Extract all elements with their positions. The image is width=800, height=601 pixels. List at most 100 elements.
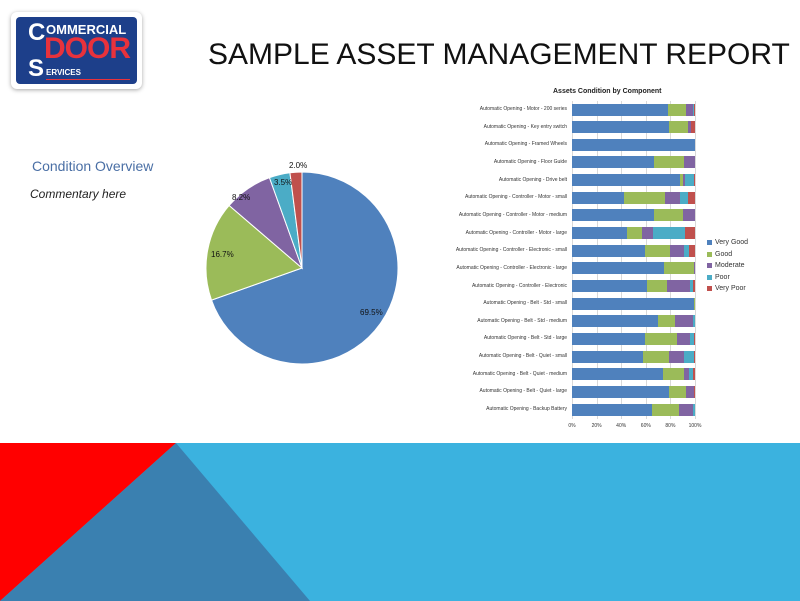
bar-row (572, 368, 695, 381)
bar-segment-moderate (682, 174, 686, 187)
bar-segment-very-good (572, 332, 645, 345)
bar-row (572, 138, 695, 151)
bar-segment-moderate (675, 315, 693, 328)
legend-label: Good (715, 250, 733, 258)
stacked-bar-chart (572, 101, 696, 419)
bar-segment-very-good (572, 315, 659, 328)
bar-segment-moderate (687, 121, 692, 134)
pie-data-label: 2.0% (289, 161, 308, 170)
bar-segment-moderate (670, 244, 684, 257)
bar-row (572, 332, 695, 345)
pie-slice-good (205, 204, 303, 301)
legend-item: Poor (707, 272, 748, 284)
bar-segment-very-poor (693, 385, 695, 398)
gridline (572, 101, 573, 419)
bar-segment-very-good (572, 227, 628, 240)
gridline (621, 101, 623, 419)
bar-segment-very-good (572, 385, 670, 398)
legend-swatch-icon (707, 263, 712, 269)
logo-text-door: DOOR (44, 32, 131, 65)
bar-segment-very-good (572, 174, 681, 187)
bar-category-label: Automatic Opening - Belt - Std - small (483, 300, 567, 307)
bar-row (572, 227, 695, 240)
bar-category-label: Automatic Opening - Controller - Motor -… (458, 211, 567, 218)
bar-segment-poor (692, 403, 695, 416)
bar-segment-very-good (572, 209, 655, 222)
bar-segment-very-good (572, 280, 648, 292)
bar-segment-very-poor (693, 350, 695, 363)
bar-segment-very-poor (687, 191, 695, 204)
bar-segment-good (623, 191, 666, 204)
logo-badge: C OMMERCIAL DOOR S ERVICES (16, 17, 137, 84)
bar-category-label: Automatic Opening - Controller - Electro… (455, 247, 567, 254)
bar-segment-very-good (572, 350, 644, 363)
bar-category-label: Automatic Opening - Motor - 200 series (479, 106, 567, 112)
bar-segment-moderate (686, 103, 693, 116)
bar-row (572, 209, 695, 222)
legend-label: Poor (715, 273, 730, 281)
bar-category-label: Automatic Opening - Controller - Motor -… (465, 229, 567, 236)
page-title: SAMPLE ASSET MANAGEMENT REPORT (208, 38, 790, 71)
bar-segment-poor (690, 280, 693, 292)
bar-segment-very-poor (693, 332, 695, 345)
bar-segment-very-poor (693, 174, 695, 187)
bar-segment-poor (692, 315, 695, 328)
logo-letter-s: S (28, 55, 45, 82)
x-tick-label: 80% (665, 423, 676, 429)
bar-segment-good (693, 297, 695, 310)
bar-row (572, 385, 695, 398)
logo-underline (46, 79, 130, 80)
bar-segment-very-good (572, 368, 664, 381)
bar-segment-poor (688, 368, 693, 381)
bar-segment-moderate (665, 191, 681, 204)
commentary-text: Commentary here (30, 187, 127, 201)
bar-segment-good (647, 280, 667, 292)
bar-category-label: Automatic Opening - Belt - Quiet - mediu… (472, 370, 567, 377)
bar-segment-moderate (693, 262, 695, 275)
condition-overview-heading: Condition Overview (32, 158, 154, 174)
x-tick-label: 0% (568, 423, 576, 429)
legend-item: Very Poor (707, 283, 748, 295)
bar-segment-good (644, 244, 671, 257)
bar-segment-poor (690, 332, 694, 345)
legend-label: Very Poor (715, 285, 746, 293)
pie-slice-very-poor (289, 171, 303, 269)
legend-label: Moderate (715, 262, 745, 270)
bar-segment-good (654, 156, 684, 169)
bar-category-label: Automatic Opening - Belt - Std - large (483, 335, 567, 342)
bar-segment-good (664, 262, 694, 275)
pie-data-label: 16.7% (211, 250, 234, 259)
bar-segment-very-poor (688, 244, 695, 257)
bar-segment-very-poor (691, 121, 695, 134)
bar-row (572, 403, 695, 416)
x-axis-ticks: 0% 20% 40% 60% 80% 100% (560, 423, 710, 433)
logo-letter-c: C (28, 19, 46, 46)
bar-segment-very-poor (692, 280, 695, 292)
x-tick-label: 40% (616, 423, 627, 429)
bar-segment-poor (653, 227, 686, 240)
bar-category-label: Automatic Opening - Controller - Motor -… (465, 194, 567, 201)
legend-swatch-icon (707, 274, 712, 280)
bar-segment-poor (683, 350, 694, 363)
bar-row (572, 297, 695, 310)
company-logo: C OMMERCIAL DOOR S ERVICES (11, 12, 142, 89)
bar-row (572, 315, 695, 328)
bar-segment-good (658, 315, 676, 328)
bar-segment-very-poor (693, 103, 695, 116)
bar-segment-poor (680, 191, 688, 204)
chart-legend: Very Good Good Moderate Poor Very Poor (707, 237, 748, 295)
bar-segment-moderate (669, 350, 684, 363)
gridline (645, 101, 647, 419)
bar-segment-good (663, 368, 684, 381)
bar-row (572, 350, 695, 363)
bar-segment-moderate (683, 368, 689, 381)
bar-row (572, 121, 695, 134)
bar-segment-poor (692, 103, 694, 116)
bar-segment-moderate (642, 227, 654, 240)
bar-category-label: Automatic Opening - Drive belt (498, 176, 567, 183)
bar-category-label: Automatic Opening - Floor Guide (493, 158, 567, 165)
bar-row (572, 156, 695, 169)
legend-swatch-icon (707, 251, 712, 257)
bar-segment-good (669, 385, 687, 398)
bar-segment-very-poor (685, 227, 695, 240)
